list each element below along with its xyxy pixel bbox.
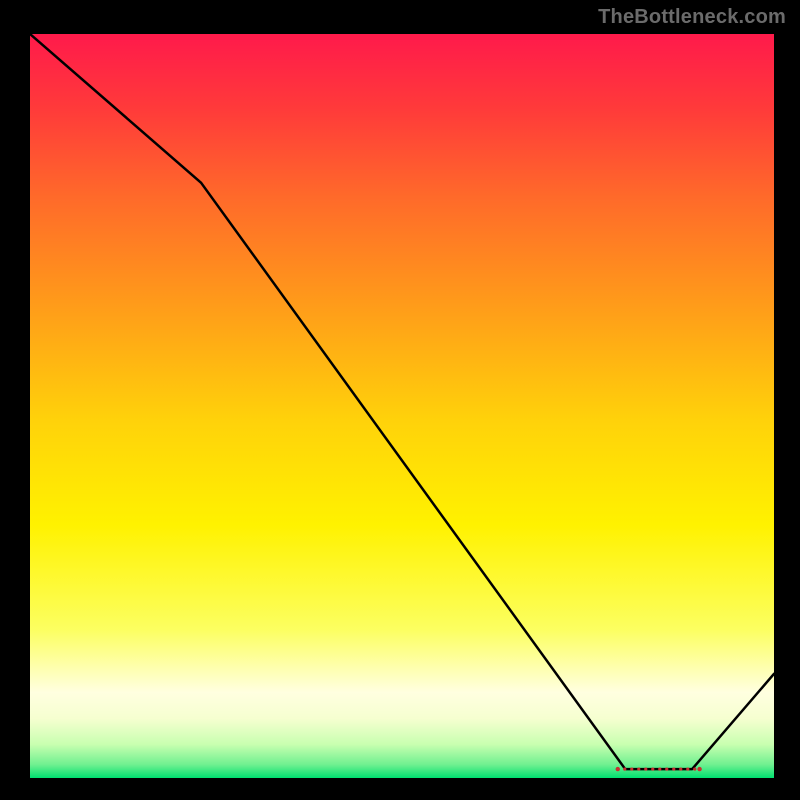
- gradient-background: [30, 34, 774, 778]
- watermark-text: TheBottleneck.com: [598, 6, 786, 29]
- figure-container: TheBottleneck.com: [0, 0, 800, 800]
- plot-area: [30, 34, 774, 778]
- chart-svg: [30, 34, 774, 778]
